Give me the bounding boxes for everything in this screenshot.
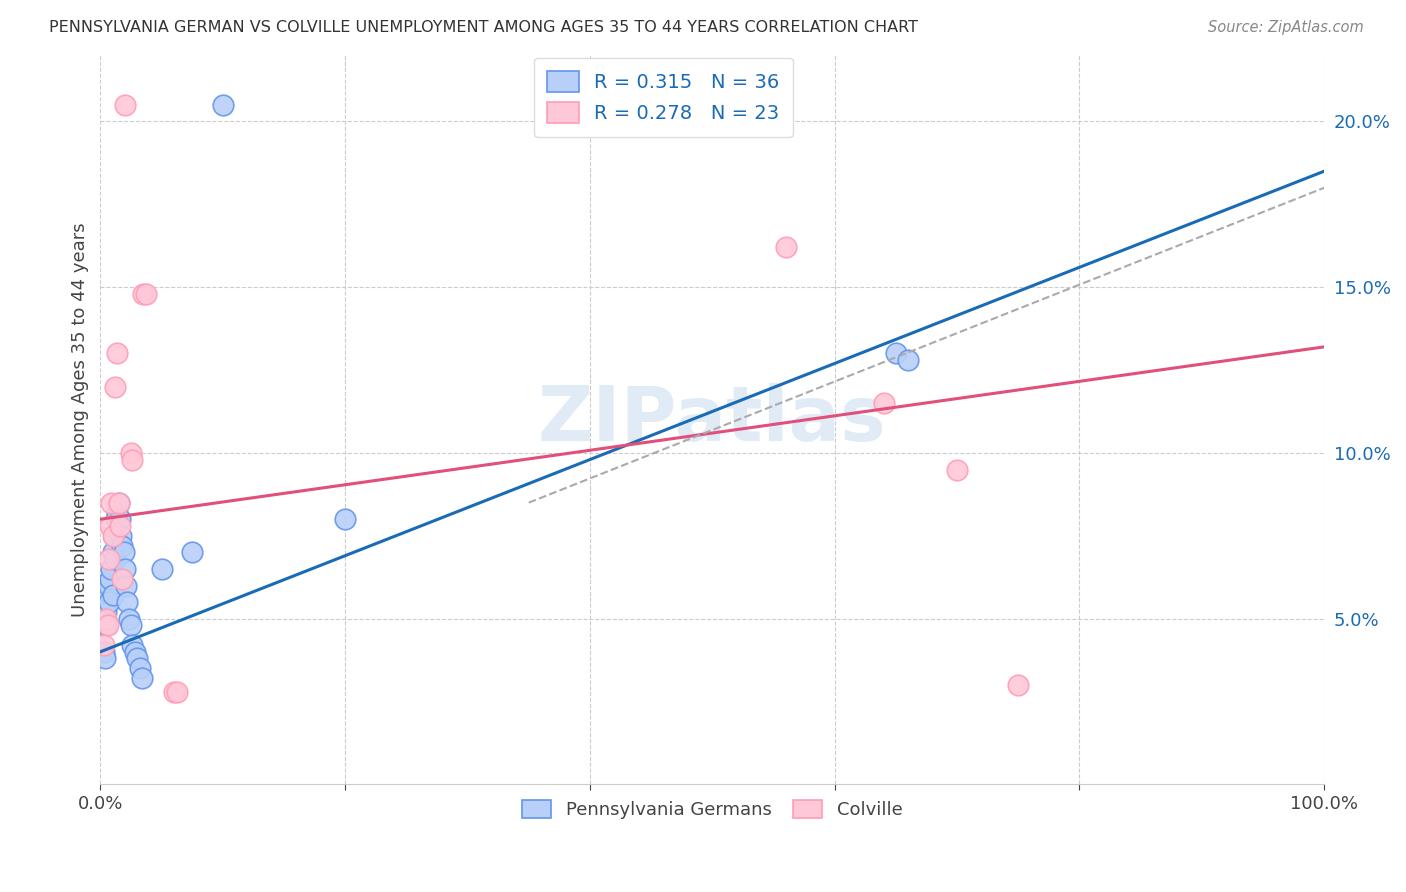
Point: [211, 98, 233, 112]
Point: [111, 572, 134, 586]
Point: [1007, 678, 1029, 692]
Point: [94, 651, 117, 665]
Point: [107, 496, 129, 510]
Point: [333, 512, 356, 526]
Point: [166, 684, 188, 698]
Point: [101, 529, 124, 543]
Point: [125, 651, 148, 665]
Point: [96, 612, 118, 626]
Point: [181, 545, 204, 559]
Point: [104, 379, 127, 393]
Point: [93, 638, 115, 652]
Point: [108, 512, 131, 526]
Point: [107, 496, 129, 510]
Point: [120, 446, 142, 460]
Text: ZIPatlas: ZIPatlas: [538, 383, 887, 457]
Point: [101, 545, 124, 559]
Point: [117, 612, 139, 626]
Point: [105, 512, 128, 526]
Text: Source: ZipAtlas.com: Source: ZipAtlas.com: [1208, 20, 1364, 35]
Point: [121, 452, 143, 467]
Point: [103, 529, 125, 543]
Point: [100, 496, 122, 510]
Point: [132, 286, 155, 301]
Point: [884, 346, 907, 360]
Point: [163, 684, 186, 698]
Point: [872, 396, 894, 410]
Point: [120, 618, 142, 632]
Point: [115, 578, 138, 592]
Point: [93, 645, 115, 659]
Point: [97, 578, 120, 592]
Point: [107, 506, 129, 520]
Point: [110, 529, 132, 543]
Point: [128, 661, 150, 675]
Point: [131, 671, 153, 685]
Text: PENNSYLVANIA GERMAN VS COLVILLE UNEMPLOYMENT AMONG AGES 35 TO 44 YEARS CORRELATI: PENNSYLVANIA GERMAN VS COLVILLE UNEMPLOY…: [49, 20, 918, 35]
Point: [121, 638, 143, 652]
Point: [112, 545, 135, 559]
Point: [96, 618, 118, 632]
Point: [111, 539, 134, 553]
Point: [946, 462, 969, 476]
Point: [98, 572, 121, 586]
Point: [97, 585, 120, 599]
Point: [775, 240, 797, 254]
Point: [107, 346, 129, 360]
Point: [104, 552, 127, 566]
Point: [117, 595, 139, 609]
Point: [114, 562, 136, 576]
Point: [108, 519, 131, 533]
Y-axis label: Unemployment Among Ages 35 to 44 years: Unemployment Among Ages 35 to 44 years: [72, 222, 89, 617]
Point: [897, 353, 920, 368]
Point: [97, 552, 120, 566]
Point: [101, 589, 124, 603]
Point: [150, 562, 173, 576]
Point: [98, 519, 121, 533]
Point: [100, 562, 122, 576]
Point: [114, 98, 136, 112]
Legend: Pennsylvania Germans, Colville: Pennsylvania Germans, Colville: [515, 793, 910, 827]
Point: [97, 595, 120, 609]
Point: [124, 645, 146, 659]
Point: [96, 605, 118, 619]
Point: [135, 286, 157, 301]
Point: [97, 618, 120, 632]
